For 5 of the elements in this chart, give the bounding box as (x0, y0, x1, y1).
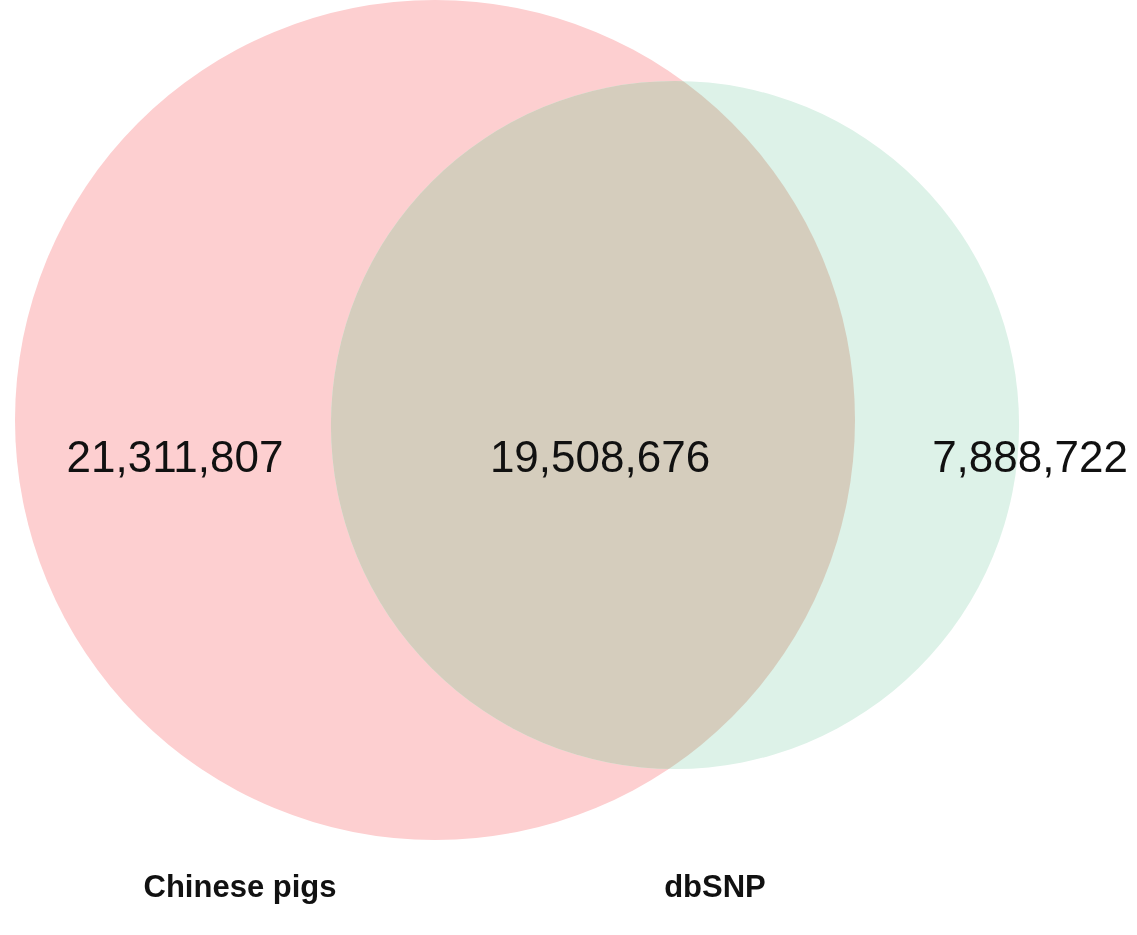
text: Chinese pigs (143, 868, 337, 904)
data-label: 19,508,676 (489, 432, 711, 482)
text: dbSNP (664, 868, 766, 904)
data-label: 7,888,722 (932, 432, 1128, 482)
data-label: 21,311,807 (66, 432, 284, 482)
